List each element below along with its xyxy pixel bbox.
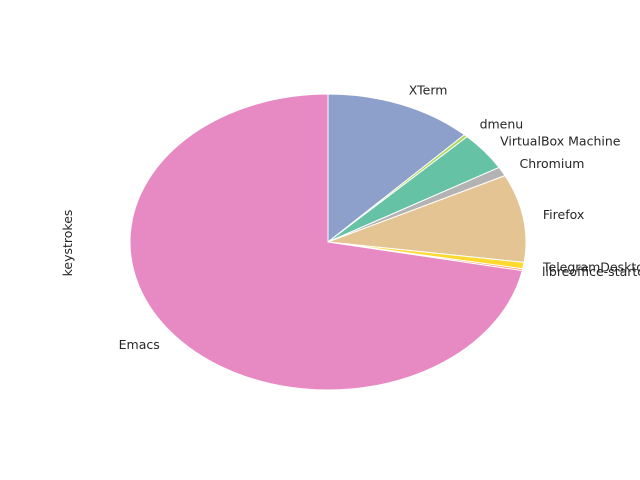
slice-label: Chromium <box>520 156 585 171</box>
slice-label: VirtualBox Machine <box>500 134 621 149</box>
slice-label: Emacs <box>119 337 160 352</box>
slice-label: XTerm <box>409 82 448 97</box>
slice-label: Firefox <box>543 207 584 222</box>
y-axis-label: keystrokes <box>60 210 75 277</box>
pie-slices <box>130 94 526 390</box>
slice-label: dmenu <box>480 117 524 132</box>
slice-label: libreoffice-startcenter <box>542 264 640 279</box>
